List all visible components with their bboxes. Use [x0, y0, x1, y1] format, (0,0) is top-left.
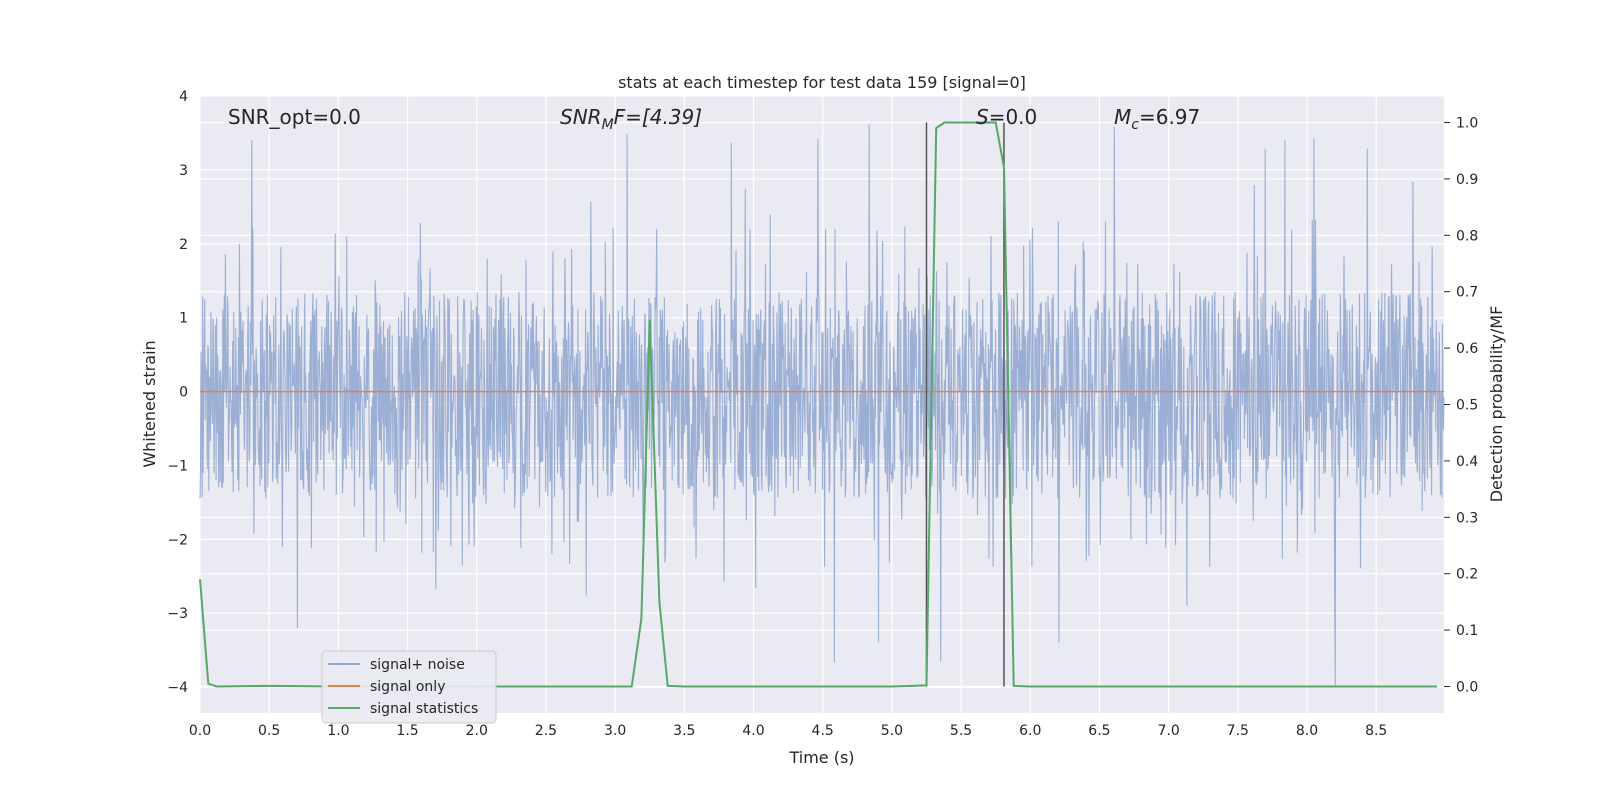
legend-label-signal-noise: signal+ noise	[370, 657, 465, 673]
annotation-mc-sub: c	[1131, 117, 1139, 133]
y-tick-label: −2	[167, 532, 188, 548]
annotation-s-rest: =0.0	[989, 105, 1038, 129]
y-tick-label: 1	[179, 311, 188, 327]
x-tick-label: 5.0	[881, 723, 903, 739]
annotation-snr-opt: SNR_opt=0.0	[228, 105, 361, 129]
x-tick-label: 8.5	[1365, 723, 1387, 739]
x-tick-label: 3.5	[673, 723, 695, 739]
y2-tick-label: 0.1	[1456, 623, 1478, 639]
x-tick-label: 8.0	[1296, 723, 1318, 739]
noise-line	[199, 124, 1445, 687]
x-tick-label: 0.5	[258, 723, 280, 739]
legend-box	[321, 650, 497, 724]
y2-tick-label: 0.9	[1456, 172, 1478, 188]
y-tick-label: 4	[179, 89, 188, 105]
y-tick-label: 3	[179, 163, 188, 179]
y-tick-label: −4	[167, 680, 188, 696]
x-tick-label: 4.5	[812, 723, 834, 739]
series-signal-noise	[199, 124, 1445, 687]
x-tick-label: 7.0	[1157, 723, 1179, 739]
chart-title: stats at each timestep for test data 159…	[618, 73, 1026, 92]
x-axis-label: Time (s)	[788, 748, 854, 767]
annotation-mc-main: M	[1114, 105, 1131, 129]
y2-tick-label: 0.6	[1456, 341, 1478, 357]
x-tick-label: 6.5	[1088, 723, 1110, 739]
legend: signal+ noise signal only signal statist…	[321, 650, 497, 724]
x-tick-label: 3.0	[604, 723, 626, 739]
y-tick-label: 0	[179, 385, 188, 401]
x-tick-label: 5.5	[950, 723, 972, 739]
annotation-snr-mf: SNRMF=[4.39]	[560, 105, 702, 133]
x-tick-label: 1.5	[396, 723, 418, 739]
x-tick-label: 2.0	[466, 723, 488, 739]
y2-tick-label: 1.0	[1456, 116, 1478, 132]
y-tick-labels: 4 3 2 1 0 −1 −2 −3 −4	[167, 89, 188, 696]
x-tick-label: 7.5	[1227, 723, 1249, 739]
y-tick-label: −1	[167, 458, 188, 474]
x-tick-labels: 0.0 0.5 1.0 1.5 2.0 2.5 3.0 3.5 4.0 4.5 5.0 5.5 6.0 6…	[189, 723, 1387, 739]
y-axis-label: Whitened strain	[140, 340, 159, 467]
annotation-mc-rest: =6.97	[1139, 105, 1200, 129]
annotation-snr-mf-rest: F=[4.39]	[614, 105, 702, 129]
y2-axis-label: Detection probability/MF	[1487, 306, 1506, 503]
y2-tick-label: 0.0	[1456, 679, 1478, 695]
y2-tick-label: 0.2	[1456, 567, 1478, 583]
y2-tick-label: 0.4	[1456, 454, 1478, 470]
y-tick-label: −3	[167, 606, 188, 622]
x-tick-label: 0.0	[189, 723, 211, 739]
y2-tick-label: 0.7	[1456, 285, 1478, 301]
x-tick-label: 1.0	[327, 723, 349, 739]
y2-tick-label: 0.3	[1456, 510, 1478, 526]
y2-tick-label: 0.8	[1456, 228, 1478, 244]
annotation-snr-mf-main: SNR	[560, 105, 602, 129]
x-tick-label: 4.0	[742, 723, 764, 739]
x-tick-label: 2.5	[535, 723, 557, 739]
legend-label-signal-statistics: signal statistics	[370, 701, 478, 717]
x-tick-label: 6.0	[1019, 723, 1041, 739]
y2-tick-label: 0.5	[1456, 398, 1478, 414]
annotation-s-main: S	[976, 105, 989, 129]
annotation-s: S=0.0	[976, 105, 1037, 129]
annotation-mc: Mc=6.97	[1114, 105, 1200, 133]
y-tick-label: 2	[179, 237, 188, 253]
annotation-snr-mf-sub: M	[602, 117, 614, 133]
legend-label-signal-only: signal only	[370, 679, 445, 695]
y2-tick-labels: 1.0 0.9 0.8 0.7 0.6 0.5 0.4 0.3 0.2 0.1 0.0	[1444, 116, 1478, 695]
